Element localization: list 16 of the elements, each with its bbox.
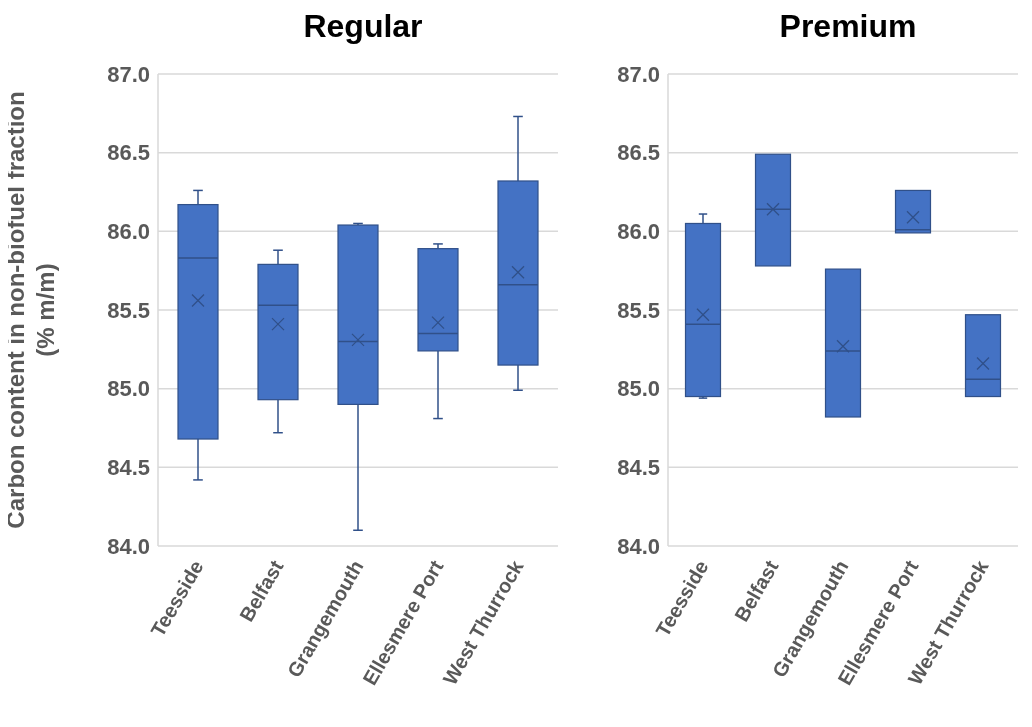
y-tick-label: 85.5 [617, 297, 660, 323]
y-tick-label: 85.0 [617, 376, 660, 402]
y-tick-label: 86.0 [107, 219, 150, 245]
y-tick-label: 84.0 [617, 533, 660, 559]
y-tick-label: 87.0 [107, 61, 150, 87]
y-tick-label: 84.0 [107, 533, 150, 559]
y-tick-label: 87.0 [617, 61, 660, 87]
y-tick-label: 84.5 [617, 455, 660, 481]
y-tick-label: 86.5 [107, 140, 150, 166]
chart-title: Regular [302, 8, 424, 46]
y-tick-label: 85.0 [107, 376, 150, 402]
y-tick-label: 86.5 [617, 140, 660, 166]
y-tick-label: 86.0 [617, 219, 660, 245]
y-tick-label: 84.5 [107, 455, 150, 481]
y-tick-label: 85.5 [107, 297, 150, 323]
chart-title: Premium [778, 8, 918, 46]
